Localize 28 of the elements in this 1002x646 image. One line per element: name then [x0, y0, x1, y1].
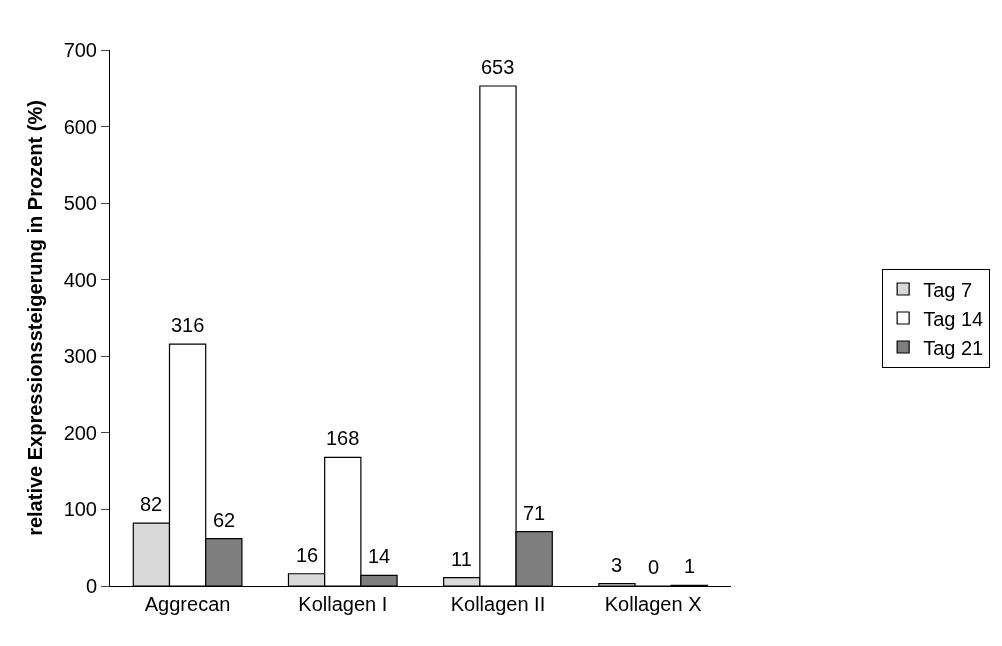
- data-label: 3: [611, 554, 623, 576]
- y-tick-label: 200: [63, 421, 97, 444]
- legend-label: Tag 14: [923, 307, 984, 330]
- y-tick-label: 400: [63, 268, 97, 291]
- data-label: 653: [481, 56, 515, 78]
- legend-label: Tag 21: [923, 336, 984, 359]
- data-label: 82: [140, 493, 163, 515]
- x-tick-label: Aggrecan: [144, 593, 231, 615]
- x-tick-label: Kollagen I: [298, 593, 388, 615]
- y-tick-label: 600: [63, 115, 97, 138]
- x-tick-label: Kollagen X: [604, 593, 702, 615]
- y-tick-label: 300: [63, 345, 97, 368]
- data-label: 0: [648, 556, 660, 578]
- legend-label: Tag 7: [923, 278, 973, 301]
- y-tick-label: 500: [63, 192, 97, 215]
- x-tick-label: Kollagen II: [450, 593, 546, 615]
- data-label: 168: [326, 427, 360, 449]
- data-label: 71: [523, 502, 546, 524]
- data-label: 14: [368, 545, 391, 567]
- y-axis-title: relative Expressionssteigerung in Prozent (%): [24, 100, 47, 536]
- data-label: 1: [684, 555, 696, 577]
- y-tick-label: 100: [63, 498, 97, 521]
- y-tick-label: 700: [63, 39, 97, 61]
- data-label: 16: [296, 544, 319, 566]
- data-label: 62: [213, 509, 236, 531]
- data-label: 11: [451, 548, 472, 570]
- data-label: 316: [171, 314, 205, 336]
- y-tick-label: 0: [85, 575, 97, 597]
